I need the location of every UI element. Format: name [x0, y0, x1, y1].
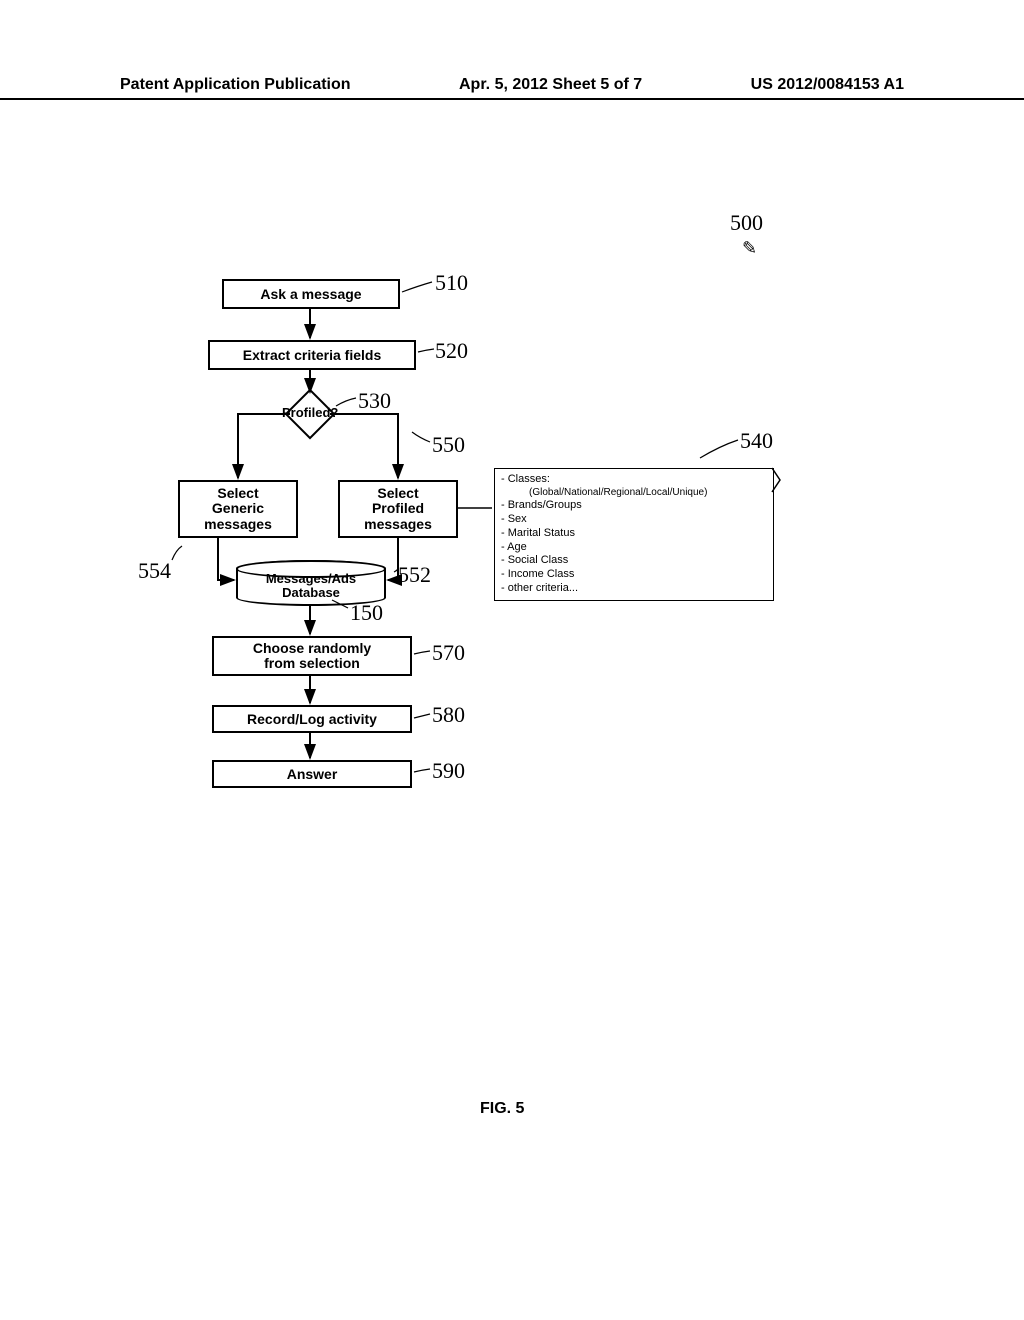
ref-554: 554	[138, 558, 171, 584]
crit-brands: - Brands/Groups	[501, 499, 767, 513]
arrows-overlay	[0, 0, 1024, 1320]
answer-label: Answer	[287, 766, 338, 782]
ref-552: 552	[398, 562, 431, 588]
ref-150: 150	[350, 600, 383, 626]
sel-gen-l3: messages	[204, 517, 272, 532]
crit-age: - Age	[501, 541, 767, 555]
sel-gen-l1: Select	[217, 486, 258, 501]
crit-other: - other criteria...	[501, 582, 767, 596]
ref-540: 540	[740, 428, 773, 454]
ref-500: 500	[730, 210, 763, 236]
box-record-log: Record/Log activity	[212, 705, 412, 733]
crit-marital: - Marital Status	[501, 527, 767, 541]
record-label: Record/Log activity	[247, 711, 377, 727]
pencil-mark-icon: ✎	[742, 238, 757, 259]
header-center: Apr. 5, 2012 Sheet 5 of 7	[459, 76, 642, 94]
box-ask-message: Ask a message	[222, 279, 400, 309]
sel-prof-l2: Profiled	[372, 501, 424, 516]
decision-profiled-label: Profiled?	[282, 405, 338, 420]
criteria-box: - Classes: (Global/National/Regional/Loc…	[494, 468, 774, 601]
box-choose-random: Choose randomly from selection	[212, 636, 412, 676]
db-l2: Database	[282, 586, 340, 600]
box-select-profiled: Select Profiled messages	[338, 480, 458, 538]
ref-590: 590	[432, 758, 465, 784]
crit-income: - Income Class	[501, 568, 767, 582]
crit-classes-detail: (Global/National/Regional/Local/Unique)	[529, 487, 767, 500]
choose-l2: from selection	[264, 656, 360, 671]
crit-social: - Social Class	[501, 554, 767, 568]
crit-sex: - Sex	[501, 513, 767, 527]
header-right: US 2012/0084153 A1	[751, 76, 904, 94]
sel-gen-l2: Generic	[212, 501, 264, 516]
box-extract-label: Extract criteria fields	[243, 347, 382, 363]
box-answer: Answer	[212, 760, 412, 788]
ref-510: 510	[435, 270, 468, 296]
sel-prof-l3: messages	[364, 517, 432, 532]
ref-530: 530	[358, 388, 391, 414]
box-select-generic: Select Generic messages	[178, 480, 298, 538]
figure-label: FIG. 5	[480, 1100, 524, 1118]
db-l1: Messages/Ads	[266, 572, 356, 586]
ref-550: 550	[432, 432, 465, 458]
box-ask-label: Ask a message	[260, 286, 361, 302]
crit-classes: - Classes:	[501, 473, 767, 487]
sel-prof-l1: Select	[377, 486, 418, 501]
page-header: Patent Application Publication Apr. 5, 2…	[0, 76, 1024, 100]
choose-l1: Choose randomly	[253, 641, 371, 656]
header-left: Patent Application Publication	[120, 76, 351, 94]
ref-520: 520	[435, 338, 468, 364]
ref-570: 570	[432, 640, 465, 666]
ref-580: 580	[432, 702, 465, 728]
box-extract-criteria: Extract criteria fields	[208, 340, 416, 370]
